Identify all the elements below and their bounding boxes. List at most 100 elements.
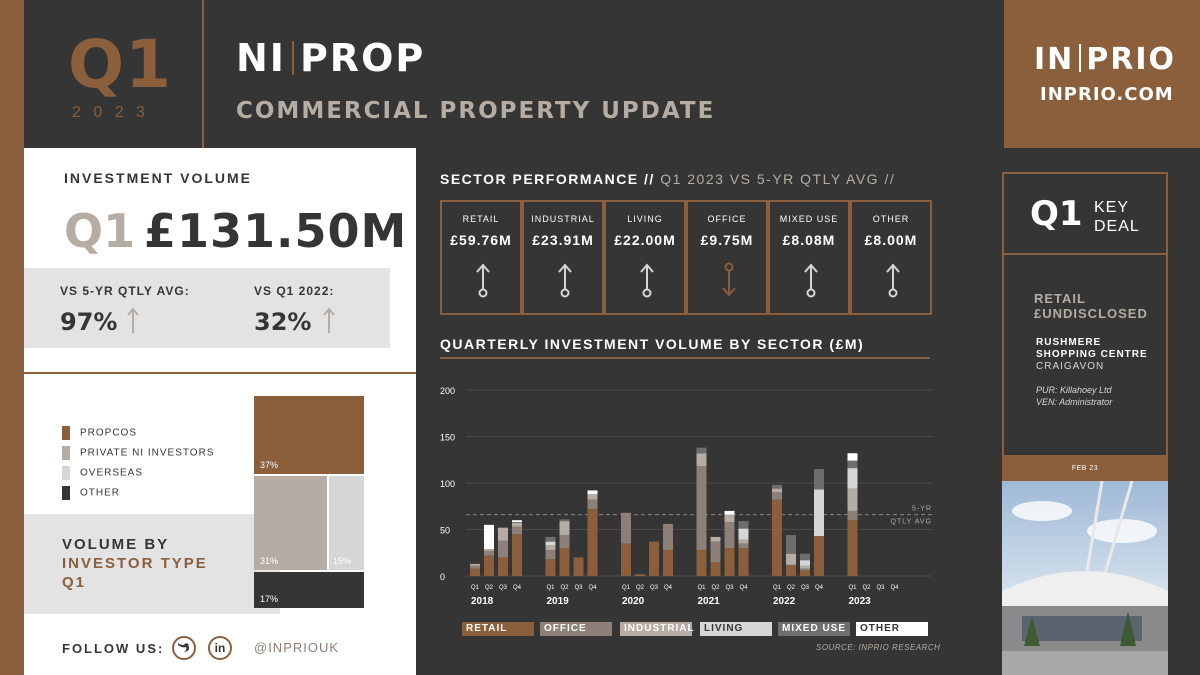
- quarter-label: Q3: [499, 585, 508, 591]
- vs-prev-value: 32%: [254, 308, 312, 336]
- logo-right: PRIO: [1086, 42, 1177, 77]
- bar-segment-office: [800, 568, 810, 571]
- key-deal-vendor: VEN: Administrator: [1036, 397, 1113, 407]
- arrow-up-icon: [640, 263, 654, 298]
- bar-segment-industrial: [587, 494, 598, 500]
- comparison-strip: VS 5-YR QTLY AVG: 97% VS Q1 2022: 32%: [24, 268, 390, 348]
- chart-legend-mixed-use: MIXED USE: [778, 622, 850, 636]
- website-link[interactable]: INPRIO.COM: [1040, 84, 1174, 105]
- treemap-private-label: 31%: [260, 556, 279, 566]
- brand-title: NI PROP: [236, 36, 425, 80]
- linkedin-icon[interactable]: in: [208, 636, 232, 660]
- bar-segment-retail: [545, 559, 556, 576]
- quarter-label: Q3: [650, 585, 659, 591]
- sector-value: £59.76M: [450, 232, 512, 248]
- quarter-label: Q2: [711, 585, 720, 591]
- sector-perf-title: SECTOR PERFORMANCE // Q1 2023 VS 5-YR QT…: [440, 171, 895, 187]
- sector-box-industrial: INDUSTRIAL £23.91M: [522, 200, 604, 315]
- key-deal-label-2: DEAL: [1094, 218, 1140, 235]
- quarter-label: Q4: [815, 585, 824, 591]
- sector-box-living: LIVING £22.00M: [604, 200, 686, 315]
- chart-source: SOURCE: INPRIO RESEARCH: [816, 643, 941, 652]
- bar-segment-office: [724, 522, 735, 549]
- quarter-label: Q1: [848, 585, 857, 591]
- bar-segment-retail: [484, 555, 494, 576]
- social-handle[interactable]: @INPRIOUK: [254, 640, 340, 655]
- bar-segment-industrial: [470, 563, 480, 566]
- bar-segment-living: [800, 560, 810, 566]
- bar-segment-office: [621, 512, 631, 544]
- quarter-label: Q4: [739, 585, 748, 591]
- bar-segment-office: [498, 540, 508, 558]
- bar-segment-retail: [814, 536, 824, 576]
- bar-segment-retail: [470, 568, 480, 576]
- quarter-label: Q4: [588, 585, 597, 591]
- treemap-propcos-label: 37%: [260, 460, 279, 470]
- bar-segment-mixed-use: [738, 521, 749, 529]
- bar-segment-office: [587, 499, 598, 510]
- bar-segment-retail: [724, 548, 735, 576]
- bar-segment-office: [696, 466, 707, 550]
- legend-swatch: [62, 465, 70, 480]
- key-deal-header: Q1 KEY DEAL: [1002, 172, 1168, 255]
- key-deal-date: FEB 23: [1002, 457, 1168, 481]
- inprio-logo-box[interactable]: IN PRIO INPRIO.COM: [1004, 0, 1200, 148]
- twitter-icon[interactable]: [172, 636, 196, 660]
- y-tick-label: 200: [440, 386, 455, 396]
- sector-value: £22.00M: [614, 232, 676, 248]
- legend-label: PROPCOS: [80, 427, 138, 439]
- key-deal-label-1: KEY: [1094, 199, 1130, 216]
- bar-segment-mixed-use: [772, 484, 782, 489]
- bar-segment-office: [545, 549, 556, 560]
- follow-us-label: FOLLOW US:: [62, 641, 165, 656]
- photo-illustration: [1002, 481, 1168, 675]
- quarter-label: Q4: [664, 585, 673, 591]
- investor-title-3: Q1: [62, 574, 87, 591]
- investment-quarter: Q1: [64, 204, 136, 258]
- arrow-up-icon: [886, 263, 900, 298]
- key-deal-quarter: Q1: [1030, 194, 1083, 234]
- key-deal-purchaser: PUR: Killahoey Ltd: [1036, 385, 1112, 395]
- legend-label: PRIVATE NI INVESTORS: [80, 447, 215, 459]
- sector-value: £23.91M: [532, 232, 594, 248]
- sector-value: £8.00M: [864, 232, 918, 248]
- bar-segment-other: [512, 520, 522, 523]
- chart-legend-other: OTHER: [856, 622, 928, 636]
- bar-segment-office: [710, 541, 721, 563]
- quarter-label: Q4: [513, 585, 522, 591]
- year-label: 2023: [849, 596, 872, 607]
- treemap-other: 17%: [254, 572, 364, 608]
- chart-legend-office: OFFICE: [540, 622, 612, 636]
- year-label: 2018: [471, 596, 494, 607]
- bar-segment-retail: [786, 564, 796, 576]
- brand-left: NI: [236, 36, 286, 80]
- bar-segment-industrial: [545, 545, 556, 550]
- bar-segment-industrial: [512, 522, 522, 527]
- key-deal-property-2: SHOPPING CENTRE: [1036, 349, 1148, 360]
- sector-perf-subtitle: Q1 2023 VS 5-YR QTLY AVG //: [660, 171, 896, 187]
- quarter-label: Q2: [485, 585, 494, 591]
- header-quarter: Q1: [68, 26, 173, 103]
- treemap-propcos: 37%: [254, 396, 364, 474]
- bar-segment-living: [847, 468, 858, 489]
- treemap-overseas-label: 15%: [333, 556, 352, 566]
- key-deal-body: RETAIL £UNDISCLOSED RUSHMERE SHOPPING CE…: [1002, 255, 1168, 457]
- logo-separator: [1079, 44, 1082, 72]
- brand-separator: [291, 41, 294, 75]
- bar-segment-retail: [738, 548, 749, 576]
- quarter-label: Q3: [801, 585, 810, 591]
- stacked-bar-chart: 0 50 100 150 200 5-YR QTLY AVG Q1 Q2 Q3 Q4 2018 Q1 Q2…: [440, 386, 932, 607]
- bar-segment-industrial: [738, 539, 749, 544]
- bar-segment-living: [545, 541, 556, 546]
- chart-legend-industrial: INDUSTRIAL: [620, 622, 694, 636]
- bar-segment-industrial: [786, 553, 796, 565]
- arrow-down-icon: [722, 262, 736, 297]
- twitter-bird-icon: [178, 643, 189, 652]
- legend-swatch: [62, 425, 70, 440]
- bar-segment-retail: [800, 570, 810, 576]
- chart-title: QUARTERLY INVESTMENT VOLUME BY SECTOR (£…: [440, 336, 865, 352]
- investor-title-2: INVESTOR TYPE: [62, 555, 208, 572]
- investment-amount: £131.50M: [144, 204, 408, 258]
- bar-segment-office: [512, 526, 522, 535]
- key-deal-price: £UNDISCLOSED: [1034, 306, 1148, 321]
